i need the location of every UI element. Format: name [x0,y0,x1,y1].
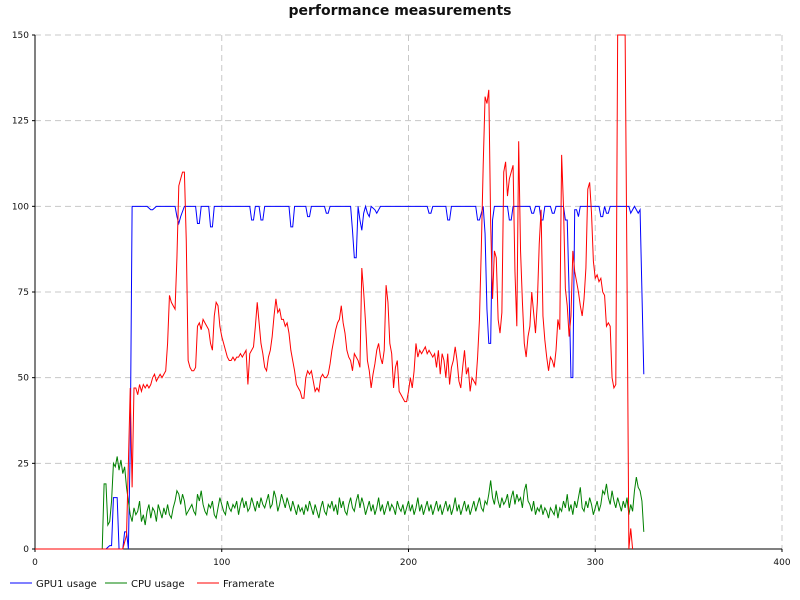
y-tick-label: 100 [12,202,29,212]
x-tick-label: 400 [773,558,790,568]
y-tick-label: 0 [23,545,29,555]
legend-label: GPU1 usage [36,579,97,590]
series-line-1 [35,456,645,550]
legend-label: Framerate [223,579,274,590]
y-tick-label: 25 [18,459,29,469]
grid [35,34,783,549]
legend-label: CPU usage [131,579,185,590]
series-line-0 [35,204,645,550]
series-line-2 [35,34,634,550]
y-tick-label: 75 [18,288,29,298]
x-tick-label: 300 [587,558,604,568]
x-tick-label: 0 [32,558,38,568]
series-lines [35,34,645,550]
chart-title: performance measurements [288,3,511,19]
tick-labels: 0 25 50 75 100 125 150 0 100 200 300 400 [12,31,791,568]
x-tick-label: 100 [213,558,230,568]
x-tick-label: 200 [400,558,417,568]
y-tick-label: 150 [12,31,29,41]
axes [32,34,783,552]
y-tick-label: 50 [18,374,30,384]
legend: GPU1 usage CPU usage Framerate [10,579,274,590]
y-tick-label: 125 [12,117,29,127]
